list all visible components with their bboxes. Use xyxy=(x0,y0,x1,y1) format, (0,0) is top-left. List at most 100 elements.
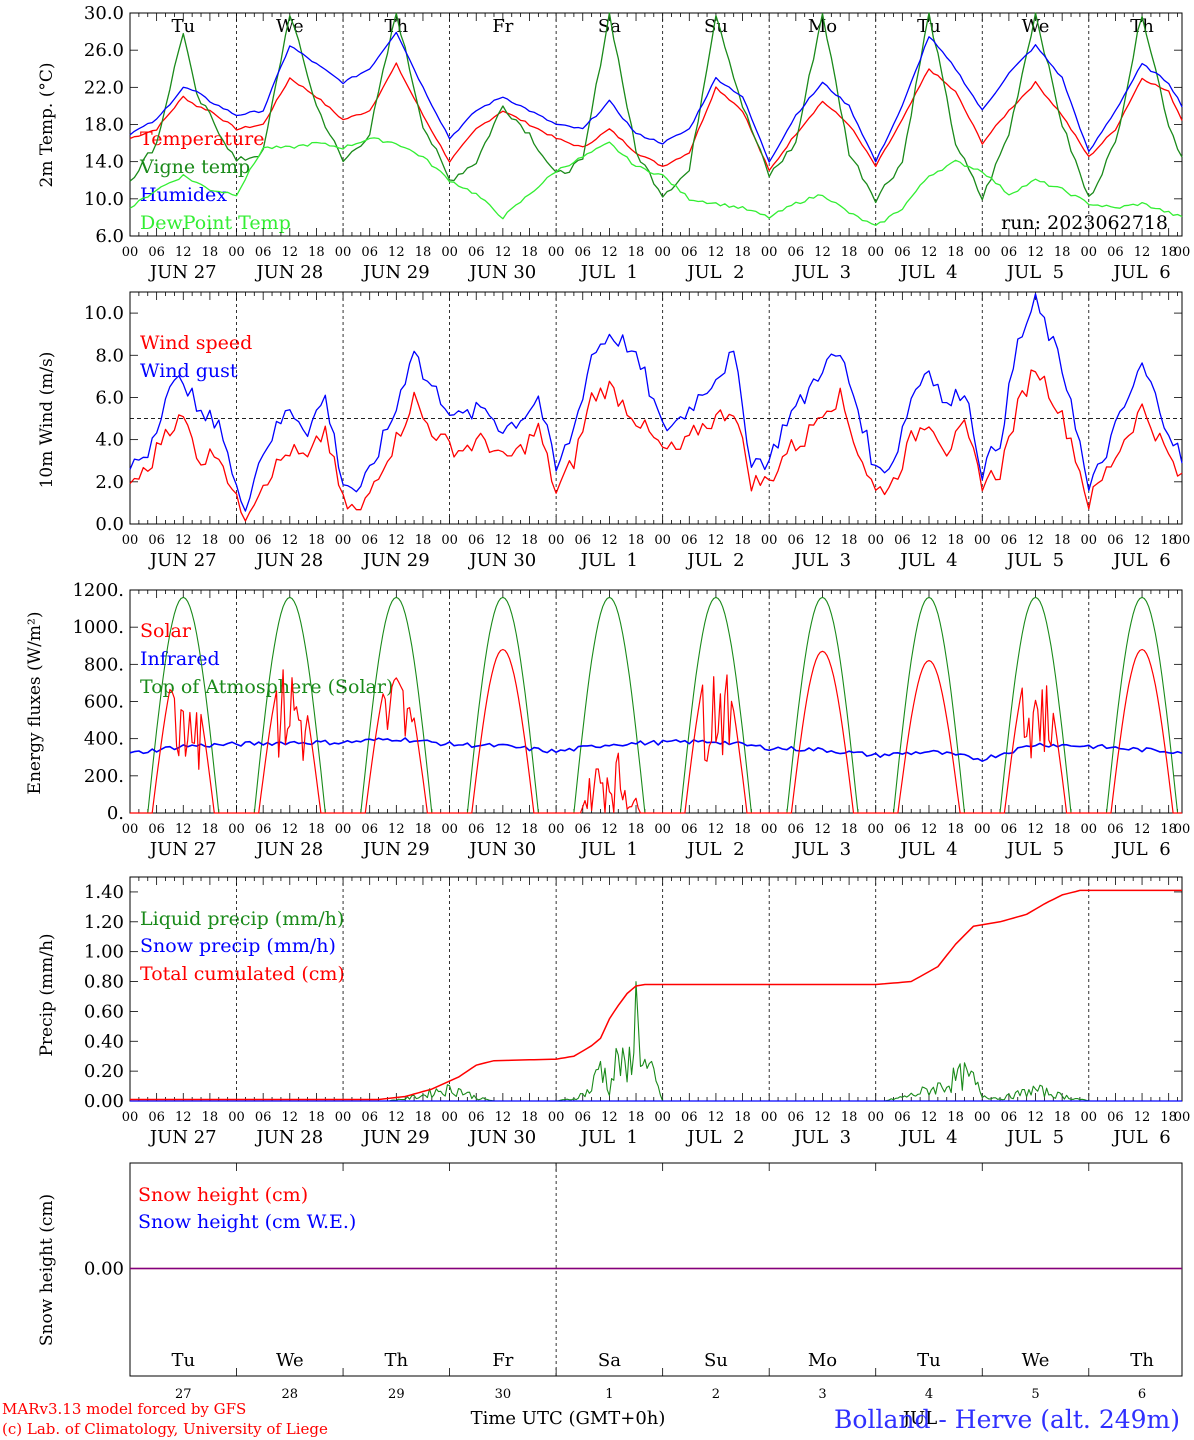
hour-tick-label: 00 xyxy=(974,245,991,260)
weekday-label: Th xyxy=(1130,1350,1154,1371)
date-label: JUL 2 xyxy=(685,839,744,860)
hour-tick-label: 06 xyxy=(1107,822,1124,837)
hour-tick-label: 18 xyxy=(1160,822,1177,837)
hour-tick-label: 12 xyxy=(1027,245,1044,260)
hour-tick-label: 00 xyxy=(867,245,884,260)
hour-tick-label: 06 xyxy=(894,245,911,260)
hour-tick-label: 06 xyxy=(1107,1110,1124,1125)
y-tick-label: 4.0 xyxy=(95,430,124,451)
y-tick-label: 8.0 xyxy=(95,345,124,366)
legend-item-dewpoint: DewPoint Temp xyxy=(140,212,291,234)
hour-tick-label: 00 xyxy=(441,822,458,837)
hour-tick-label: 00 xyxy=(1081,1110,1098,1125)
hour-tick-label: 12 xyxy=(282,1110,299,1125)
panel-temperature: 2m Temp. (°C) Temperature Vigne temp Hum… xyxy=(37,3,1190,283)
hour-tick-label: 18 xyxy=(628,245,645,260)
y-tick-label: 26.0 xyxy=(84,40,124,61)
date-label: JUN 27 xyxy=(148,262,217,283)
hour-tick-label: 18 xyxy=(1054,822,1071,837)
hour-tick-label: 06 xyxy=(148,1110,165,1125)
hour-tick-label: 18 xyxy=(1054,533,1071,548)
hour-tick-label: 00 xyxy=(654,1110,671,1125)
hour-tick-label: 18 xyxy=(841,245,858,260)
hour-tick-label: 18 xyxy=(1160,533,1177,548)
hour-tick-label: 06 xyxy=(361,1110,378,1125)
hour-tick-label: 00 xyxy=(335,245,352,260)
hour-tick-label: 12 xyxy=(814,1110,831,1125)
date-label: JUN 29 xyxy=(361,839,430,860)
day-number-label: 1 xyxy=(605,1387,613,1402)
hour-tick-label: 18 xyxy=(628,533,645,548)
hour-tick-label: 18 xyxy=(734,822,751,837)
date-label: JUL 4 xyxy=(898,550,957,571)
date-label: JUL 4 xyxy=(898,1127,957,1148)
weekday-label: Tu xyxy=(917,16,941,37)
hour-tick-label: 06 xyxy=(788,1110,805,1125)
hour-tick-label: 12 xyxy=(388,245,405,260)
hour-tick-label: 00 xyxy=(122,822,139,837)
ylabel-snow: Snow height (cm) xyxy=(37,1194,57,1346)
hour-tick-label: 18 xyxy=(521,822,538,837)
ylabel-wind: 10m Wind (m/s) xyxy=(37,352,57,489)
date-label: JUL 3 xyxy=(792,262,851,283)
weekday-label: Tu xyxy=(917,1350,941,1371)
legend-item-snow-height: Snow height (cm) xyxy=(138,1184,308,1206)
weekday-label: We xyxy=(1022,1350,1050,1371)
day-number-label: 28 xyxy=(282,1387,299,1402)
hour-tick-label: 18 xyxy=(947,245,964,260)
legend-wind: Wind speed Wind gust xyxy=(140,332,252,382)
hour-tick-label: 18 xyxy=(841,1110,858,1125)
legend-item-snow-height-we: Snow height (cm W.E.) xyxy=(138,1211,356,1233)
hour-tick-label: 00 xyxy=(122,1110,139,1125)
series-line-infrared xyxy=(129,737,1183,763)
hour-tick-label: 12 xyxy=(282,822,299,837)
date-label: JUN 27 xyxy=(148,839,217,860)
y-tick-label: 400. xyxy=(84,729,124,750)
hour-tick-label: 06 xyxy=(788,245,805,260)
y-tick-label: 1200. xyxy=(72,580,124,601)
footer-lab: (c) Lab. of Climatology, University of L… xyxy=(2,1420,328,1438)
hour-tick-label: 12 xyxy=(601,1110,618,1125)
hour-tick-label: 12 xyxy=(708,822,725,837)
hour-tick-label: 12 xyxy=(1134,822,1151,837)
hour-tick-label: 18 xyxy=(628,1110,645,1125)
hour-tick-label: 00 xyxy=(228,1110,245,1125)
weekday-label: Su xyxy=(704,16,728,37)
y-tick-label: 6.0 xyxy=(95,226,124,247)
date-label: JUL 2 xyxy=(685,1127,744,1148)
hour-tick-label: 18 xyxy=(415,822,432,837)
hour-tick-label: 06 xyxy=(574,1110,591,1125)
y-tick-label: 10.0 xyxy=(84,189,124,210)
weekday-label: Su xyxy=(704,1350,728,1371)
date-label: JUN 29 xyxy=(361,1127,430,1148)
hour-tick-label: 00 xyxy=(122,245,139,260)
y-tick-label: 0.60 xyxy=(84,1001,124,1022)
date-label: JUN 28 xyxy=(254,550,323,571)
hour-tick-label: 12 xyxy=(601,245,618,260)
hour-tick-label: 06 xyxy=(574,822,591,837)
hour-tick-label: 00 xyxy=(335,1110,352,1125)
hour-tick-label: 06 xyxy=(574,533,591,548)
legend-snow: Snow height (cm) Snow height (cm W.E.) xyxy=(138,1184,356,1233)
hour-tick-label: 18 xyxy=(415,1110,432,1125)
hour-tick-label: 12 xyxy=(708,1110,725,1125)
hour-tick-label: 00 xyxy=(1081,533,1098,548)
series-line-wind-speed xyxy=(129,369,1183,522)
date-label: JUL 5 xyxy=(1005,1127,1064,1148)
hour-tick-label: 06 xyxy=(468,822,485,837)
weekday-label: Fr xyxy=(492,1350,513,1371)
hour-tick-label: 00 xyxy=(1081,245,1098,260)
date-label: JUN 27 xyxy=(148,1127,217,1148)
hour-tick-label: 18 xyxy=(308,533,325,548)
hour-tick-label: 12 xyxy=(495,822,512,837)
hour-tick-label: 18 xyxy=(734,1110,751,1125)
hour-tick-label: 12 xyxy=(601,822,618,837)
hour-tick-label: 00 xyxy=(867,822,884,837)
y-tick-label: 30.0 xyxy=(84,3,124,24)
hour-tick-label: 00 xyxy=(228,822,245,837)
hour-tick-label: 06 xyxy=(1107,245,1124,260)
hour-tick-label: 00 xyxy=(228,245,245,260)
y-tick-label: 0.20 xyxy=(84,1061,124,1082)
hour-tick-label: 18 xyxy=(947,822,964,837)
